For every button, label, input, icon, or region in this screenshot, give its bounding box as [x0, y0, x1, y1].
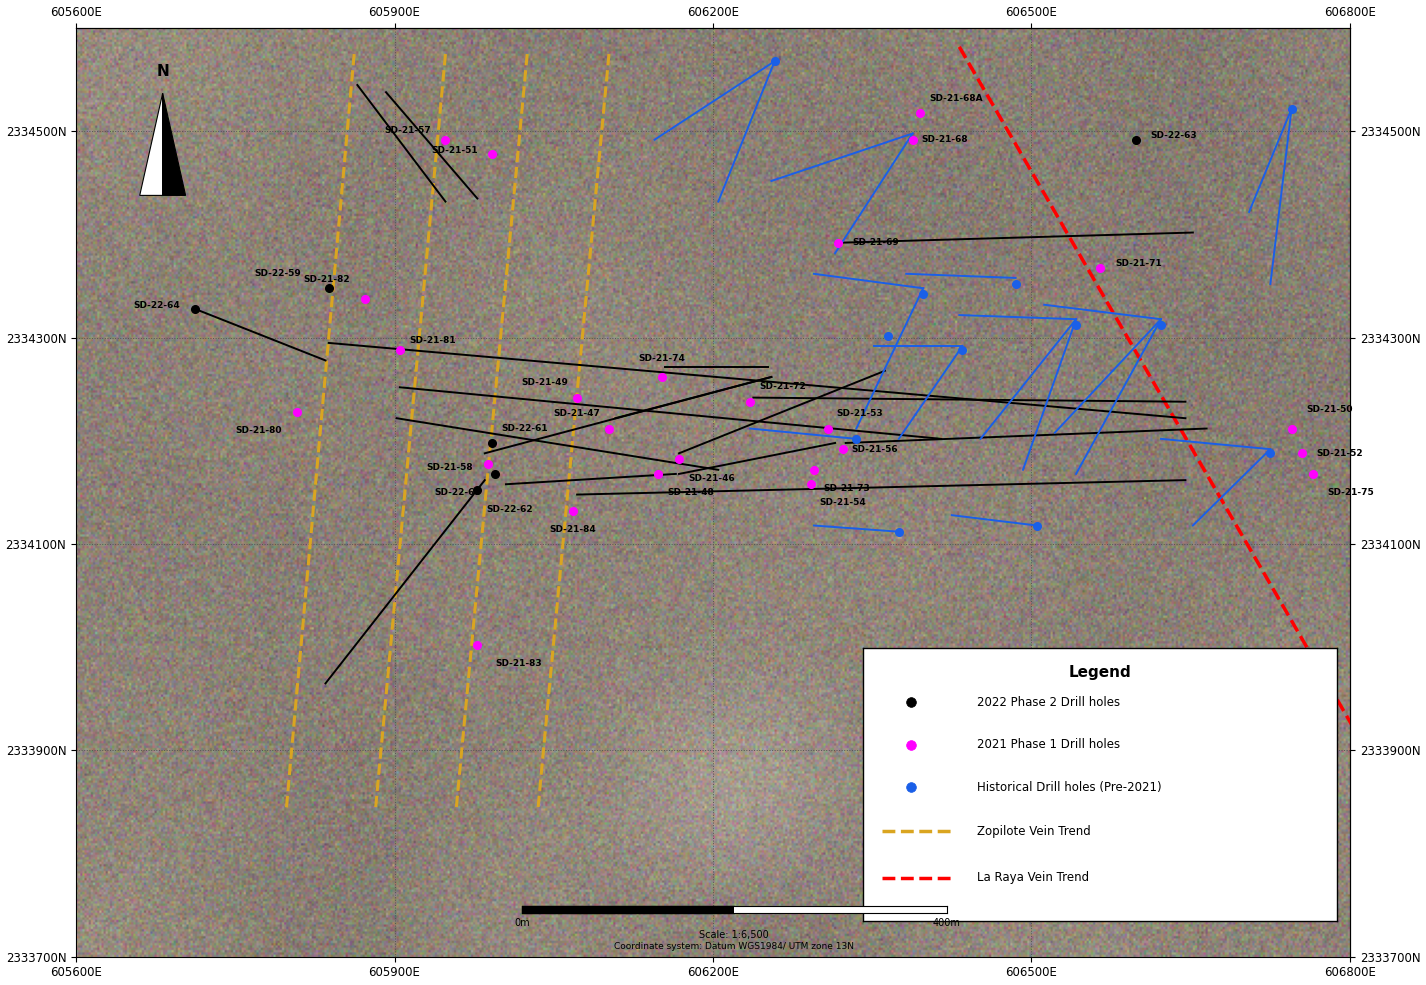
- Text: SD-22-59: SD-22-59: [255, 269, 301, 278]
- Text: SD-21-56: SD-21-56: [851, 444, 898, 454]
- Text: SD-22-62: SD-22-62: [486, 504, 533, 513]
- Polygon shape: [163, 94, 185, 195]
- Text: SD-21-84: SD-21-84: [549, 525, 596, 534]
- Text: SD-22-61: SD-22-61: [502, 424, 548, 432]
- Text: SD-21-75: SD-21-75: [1328, 488, 1375, 497]
- Text: 400m: 400m: [933, 917, 961, 928]
- Text: SD-21-69: SD-21-69: [853, 238, 900, 247]
- Text: SD-21-68A: SD-21-68A: [930, 94, 983, 102]
- Text: Coordinate system: Datum WGS1984/ UTM zone 13N: Coordinate system: Datum WGS1984/ UTM zo…: [615, 943, 854, 952]
- Text: SD-21-83: SD-21-83: [495, 659, 542, 668]
- Text: SD-21-73: SD-21-73: [823, 484, 870, 492]
- Text: SD-21-50: SD-21-50: [1306, 406, 1353, 415]
- Text: SD-21-48: SD-21-48: [667, 488, 713, 497]
- Text: SD-21-49: SD-21-49: [520, 378, 568, 387]
- Text: SD-21-72: SD-21-72: [759, 382, 806, 391]
- Text: SD-21-54: SD-21-54: [820, 498, 867, 507]
- Text: N: N: [157, 64, 170, 80]
- Text: SD-21-58: SD-21-58: [426, 463, 473, 472]
- Text: SD-21-51: SD-21-51: [431, 146, 478, 155]
- Text: Scale: 1:6,500: Scale: 1:6,500: [699, 930, 769, 940]
- Text: SD-21-52: SD-21-52: [1316, 449, 1363, 458]
- Text: SD-21-71: SD-21-71: [1115, 259, 1162, 268]
- Text: SD-21-80: SD-21-80: [235, 427, 282, 435]
- Text: SD-21-47: SD-21-47: [553, 409, 600, 419]
- Text: SD-22-63: SD-22-63: [1151, 131, 1196, 141]
- Text: SD-21-53: SD-21-53: [837, 409, 883, 419]
- Text: SD-21-81: SD-21-81: [409, 336, 455, 346]
- Text: SD-21-82: SD-21-82: [304, 276, 351, 285]
- Text: SD-22-68: SD-22-68: [434, 488, 481, 497]
- Text: SD-21-46: SD-21-46: [689, 474, 734, 483]
- Text: SD-21-74: SD-21-74: [639, 354, 686, 362]
- Polygon shape: [140, 94, 163, 195]
- Text: SD-22-64: SD-22-64: [134, 300, 180, 309]
- Text: 0m: 0m: [515, 917, 529, 928]
- Text: SD-21-68: SD-21-68: [921, 135, 968, 144]
- Text: SD-21-57: SD-21-57: [384, 126, 431, 135]
